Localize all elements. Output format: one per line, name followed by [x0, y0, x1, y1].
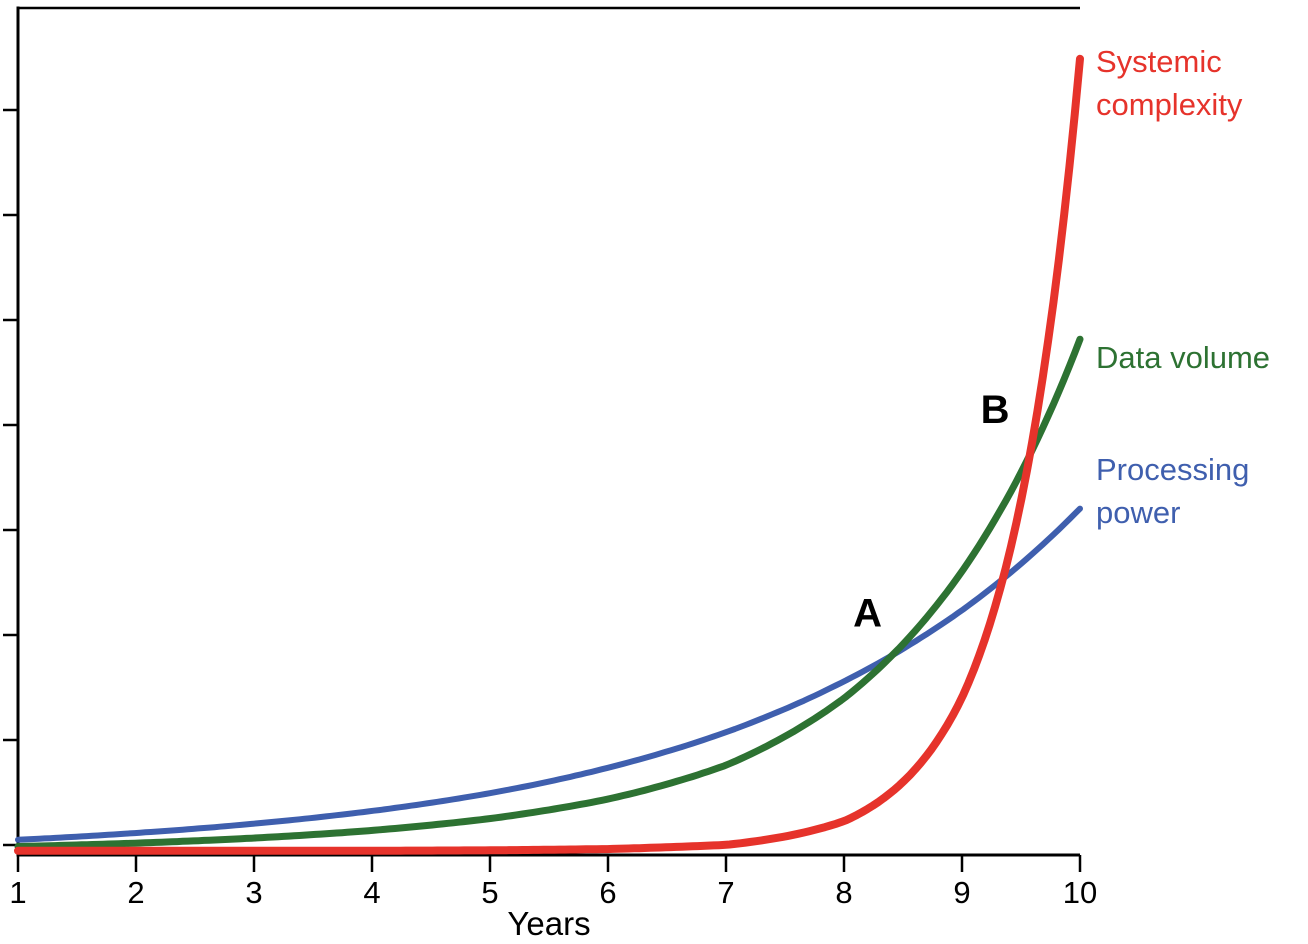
legend-data-volume: Data volume	[1096, 340, 1271, 375]
x-tick-label: 1	[9, 875, 26, 910]
x-tick-label: 3	[245, 875, 262, 910]
annotation-a: A	[853, 591, 882, 635]
x-tick-label: 7	[717, 875, 734, 910]
curve-data-volume	[14, 335, 1084, 850]
legend-processing-power: Processing power	[1096, 452, 1250, 531]
legend-systemic-complexity: Systemic complexity	[1096, 44, 1243, 123]
x-tick-label: 6	[599, 875, 616, 910]
x-tick-label: 2	[127, 875, 144, 910]
x-tick-label: 10	[1063, 875, 1097, 910]
x-tick-label: 9	[953, 875, 970, 910]
x-tick-label: 8	[835, 875, 852, 910]
curve-processing-power	[15, 505, 1083, 843]
curve-systemic-complexity	[14, 54, 1084, 855]
x-tick-label: 5	[481, 875, 498, 910]
x-tick-label: 4	[363, 875, 380, 910]
x-axis-title: Years	[507, 905, 591, 942]
annotation-b: B	[981, 388, 1010, 432]
